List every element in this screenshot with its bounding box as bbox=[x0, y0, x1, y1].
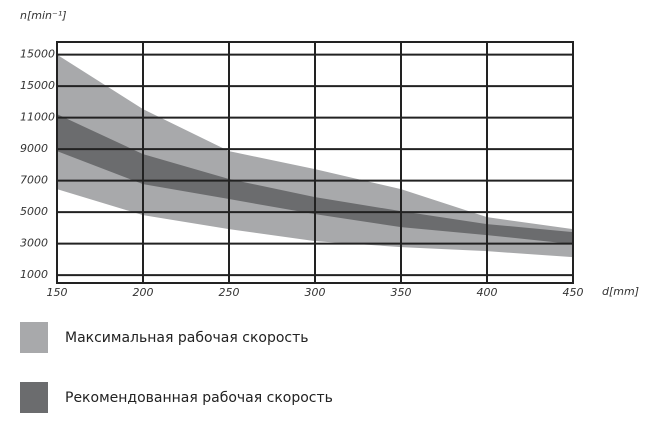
legend-label: Рекомендованная рабочая скорость bbox=[65, 390, 333, 406]
x-tick-label: 400 bbox=[477, 286, 498, 299]
y-tick-label: 15000 bbox=[20, 79, 55, 92]
y-tick-label: 15000 bbox=[20, 48, 55, 61]
legend-swatch bbox=[20, 322, 48, 353]
x-tick-label: 150 bbox=[47, 286, 68, 299]
band bbox=[57, 54, 573, 258]
x-tick-label: 450 bbox=[563, 286, 584, 299]
y-tick-label: 9000 bbox=[20, 142, 48, 155]
legend-swatch bbox=[20, 382, 48, 413]
y-tick-label: 5000 bbox=[20, 205, 48, 218]
x-tick-label: 350 bbox=[391, 286, 412, 299]
x-tick-label: 300 bbox=[305, 286, 326, 299]
legend-label: Максимальная рабочая скорость bbox=[65, 330, 309, 346]
y-tick-label: 1000 bbox=[20, 268, 48, 281]
x-tick-label: 250 bbox=[219, 286, 240, 299]
x-axis-label: d[mm] bbox=[602, 285, 639, 298]
y-axis-label: n[min⁻¹] bbox=[20, 9, 67, 22]
x-tick-label: 200 bbox=[133, 286, 154, 299]
y-tick-label: 3000 bbox=[20, 237, 48, 250]
y-tick-label: 7000 bbox=[20, 174, 48, 187]
band bbox=[57, 114, 573, 245]
y-tick-label: 11000 bbox=[20, 111, 55, 124]
